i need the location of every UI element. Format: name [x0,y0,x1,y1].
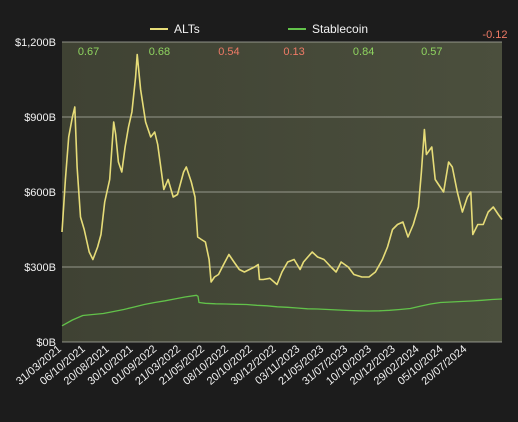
y-tick-label: $900B [24,112,56,124]
correlation-label: 0.57 [421,46,442,58]
y-tick-label: $300B [24,262,56,274]
correlation-label: 0.13 [283,46,304,58]
legend-label-alts: ALTs [174,22,200,36]
correlation-label: 0.84 [353,46,374,58]
correlation-label: 0.67 [78,46,99,58]
correlation-label: -0.12 [482,29,507,41]
y-tick-label: $1,200B [15,37,56,49]
legend-label-stablecoin: Stablecoin [312,22,368,36]
correlation-label: 0.68 [149,46,170,58]
correlation-label: 0.54 [218,46,239,58]
y-tick-label: $600B [24,187,56,199]
